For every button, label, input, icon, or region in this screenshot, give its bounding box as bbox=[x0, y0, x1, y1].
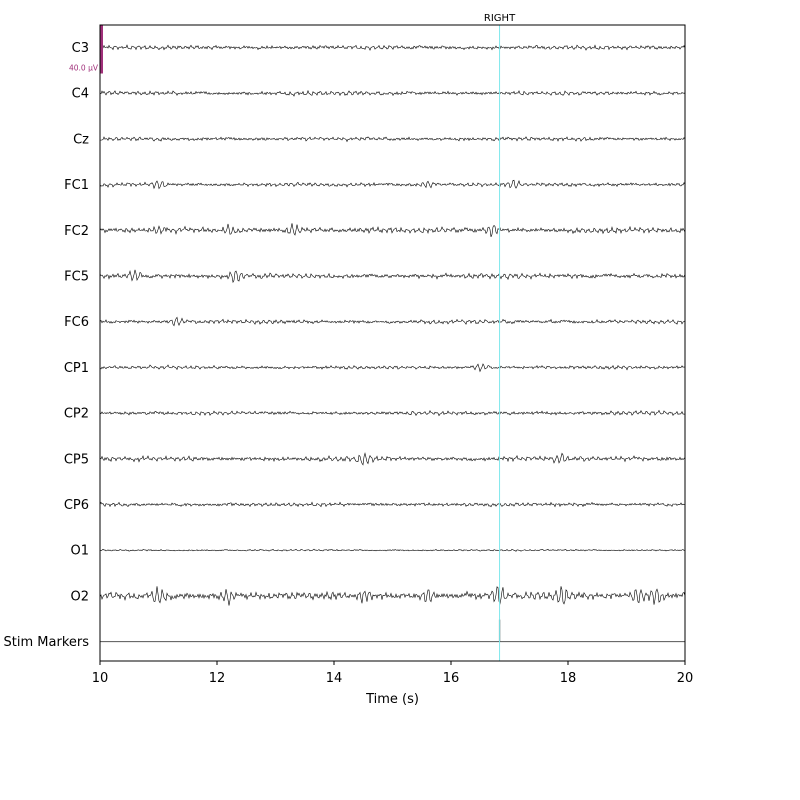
channel-label-cp2: CP2 bbox=[64, 407, 89, 422]
channel-label-fc2: FC2 bbox=[64, 224, 89, 239]
x-axis-label: Time (s) bbox=[365, 692, 419, 707]
trace-fc1 bbox=[99, 179, 686, 190]
channel-label-fc5: FC5 bbox=[64, 270, 89, 285]
scale-bar: 40.0 µV bbox=[69, 25, 103, 74]
channel-label-o1: O1 bbox=[70, 544, 89, 559]
trace-cp6 bbox=[99, 501, 686, 508]
channel-label-fc1: FC1 bbox=[64, 178, 89, 193]
channel-labels: C3 C4 Cz FC1 FC2 FC5 FC6 CP1 CP2 CP5 CP6 O1 O2 Stim M… bbox=[4, 41, 90, 650]
channel-label-cp5: CP5 bbox=[64, 452, 89, 467]
x-tick-label: 14 bbox=[326, 671, 343, 686]
channel-label-c4: C4 bbox=[72, 87, 89, 102]
x-tick-label: 10 bbox=[92, 671, 109, 686]
channel-traces bbox=[99, 44, 686, 643]
x-tick-label: 18 bbox=[560, 671, 577, 686]
trace-o2 bbox=[99, 586, 686, 606]
x-tick-label: 16 bbox=[443, 671, 460, 686]
x-tick-label: 12 bbox=[209, 671, 226, 686]
scale-bar-label: 40.0 µV bbox=[69, 64, 99, 73]
channel-label-o2: O2 bbox=[70, 589, 89, 604]
annotation-layer: RIGHT bbox=[484, 13, 516, 661]
trace-fc5 bbox=[99, 269, 686, 284]
channel-label-stim-markers: Stim Markers bbox=[4, 635, 90, 650]
x-tick-label: 20 bbox=[677, 671, 694, 686]
channel-label-cp1: CP1 bbox=[64, 361, 89, 376]
trace-cz bbox=[100, 136, 686, 143]
trace-fc6 bbox=[99, 316, 686, 327]
annotation-label-right: RIGHT bbox=[484, 13, 516, 24]
channel-label-fc6: FC6 bbox=[64, 315, 89, 330]
trace-c4 bbox=[99, 89, 686, 97]
plot-frame bbox=[99, 24, 686, 662]
channel-label-cp6: CP6 bbox=[64, 498, 89, 513]
channel-label-c3: C3 bbox=[72, 41, 89, 56]
trace-c3 bbox=[99, 44, 686, 51]
channel-label-cz: Cz bbox=[73, 132, 89, 147]
trace-cp5 bbox=[99, 452, 686, 466]
trace-fc2 bbox=[99, 223, 686, 238]
trace-cp1 bbox=[99, 363, 686, 373]
trace-o1 bbox=[99, 548, 686, 552]
trace-cp2 bbox=[99, 409, 686, 417]
x-axis-ticks: 10 12 14 16 18 20 bbox=[92, 661, 694, 686]
